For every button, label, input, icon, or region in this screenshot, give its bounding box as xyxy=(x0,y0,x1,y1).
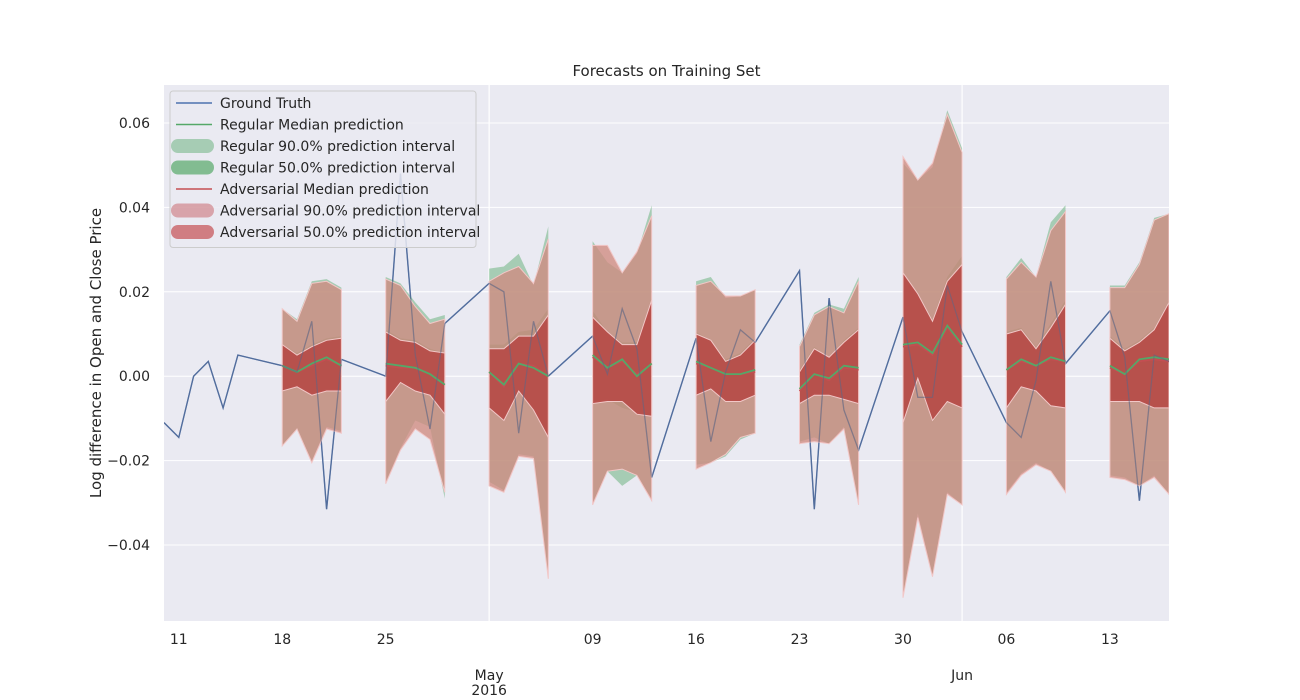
adversarial-50-band xyxy=(281,337,342,396)
legend-band-swatch xyxy=(171,139,214,153)
chart-title: Forecasts on Training Set xyxy=(572,62,760,80)
y-tick-label: 0.02 xyxy=(119,285,150,301)
y-tick-label: 0.00 xyxy=(119,369,150,385)
legend-label: Regular 50.0% prediction interval xyxy=(220,161,455,177)
x-tick-label: 16 xyxy=(687,632,705,648)
adversarial-50-band xyxy=(385,331,446,416)
legend-item: Regular 50.0% prediction interval xyxy=(171,160,455,177)
adversarial-50-band xyxy=(1109,302,1169,409)
legend-box xyxy=(169,90,477,248)
x-tick-label: 11 xyxy=(170,632,188,648)
legend-item: Adversarial 90.0% prediction interval xyxy=(171,203,480,220)
forecast-window xyxy=(695,277,756,470)
regular-median-line xyxy=(385,362,446,386)
y-axis-ticks: 0.06 0.04 0.02 0.00 −0.02 −0.04 xyxy=(107,116,150,554)
legend: Ground Truth Regular Median prediction Reg… xyxy=(169,90,480,248)
forecast-window xyxy=(281,279,342,464)
regular-median-line xyxy=(1109,356,1169,376)
x-tick-label: 30 xyxy=(894,632,912,648)
y-tick-label: 0.04 xyxy=(119,200,150,216)
series-layer xyxy=(164,110,1169,598)
forecast-window xyxy=(592,205,653,506)
y-axis-label: Log difference in Open and Close Price xyxy=(87,208,105,498)
legend-label: Adversarial 90.0% prediction interval xyxy=(220,204,480,220)
regular-median-line xyxy=(488,362,549,387)
legend-label: Regular 90.0% prediction interval xyxy=(220,139,455,155)
regular-median-line xyxy=(1005,356,1066,371)
legend-item: Regular Median prediction xyxy=(176,118,404,134)
regular-median-line xyxy=(592,354,653,378)
x-tick-label: 18 xyxy=(273,632,291,648)
y-tick-label: −0.02 xyxy=(107,454,150,470)
adversarial-50-band xyxy=(799,328,860,405)
plot-clip-group xyxy=(164,110,1169,598)
x-tick-label: 09 xyxy=(584,632,602,648)
adversarial-50-band xyxy=(592,300,653,417)
legend-band-swatch xyxy=(171,160,214,175)
forecast-window xyxy=(385,277,446,499)
forecast-window xyxy=(1109,213,1169,496)
ground-truth-overlay xyxy=(164,173,1169,510)
regular-median-line xyxy=(902,323,963,355)
forecast-window xyxy=(488,226,549,579)
forecast-window xyxy=(798,277,860,505)
x-tick-label: May xyxy=(475,668,504,684)
legend-band-swatch xyxy=(171,203,214,218)
legend-band-swatch xyxy=(171,225,214,239)
adversarial-50-band xyxy=(902,263,963,423)
legend-label: Regular Median prediction xyxy=(220,118,404,134)
x-tick-sublabel: 2016 xyxy=(471,683,507,699)
x-tick-label: 25 xyxy=(377,632,395,648)
legend-label: Ground Truth xyxy=(220,96,311,112)
legend-item: Ground Truth xyxy=(176,96,311,112)
forecast-window xyxy=(902,110,963,598)
legend-item: Regular 90.0% prediction interval xyxy=(171,139,455,155)
adversarial-50-band xyxy=(695,333,756,402)
x-tick-label: 23 xyxy=(791,632,809,648)
x-tick-label: Jun xyxy=(950,668,973,684)
legend-label: Adversarial 50.0% prediction interval xyxy=(220,225,480,241)
legend-item: Adversarial 50.0% prediction interval xyxy=(171,225,480,241)
y-tick-label: −0.04 xyxy=(107,538,150,554)
x-tick-label: 06 xyxy=(998,632,1016,648)
adversarial-median-line xyxy=(902,326,963,357)
x-tick-label: 13 xyxy=(1101,632,1119,648)
adversarial-50-band xyxy=(1005,302,1066,410)
legend-label: Adversarial Median prediction xyxy=(220,182,429,198)
legend-item: Adversarial Median prediction xyxy=(176,182,429,198)
adversarial-50-band xyxy=(488,313,549,438)
y-tick-label: 0.06 xyxy=(119,116,150,132)
regular-median-line xyxy=(798,364,859,390)
